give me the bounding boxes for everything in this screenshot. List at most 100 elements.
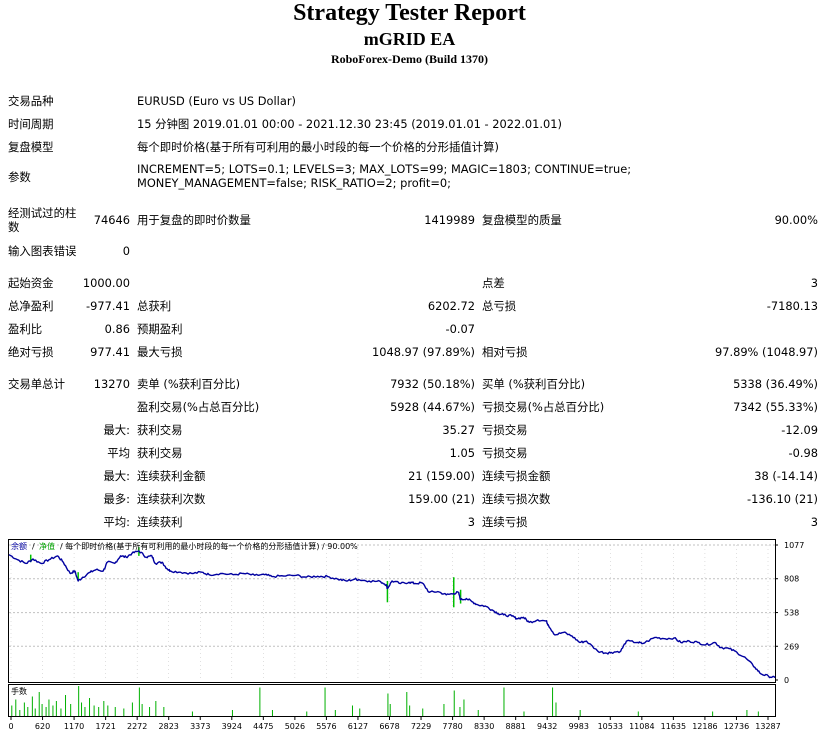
- volume-bar: [459, 707, 461, 716]
- ticks-value: 1419989: [424, 213, 475, 227]
- maximum-prefix: 最大:: [103, 469, 130, 483]
- x-tick-label: 5576: [316, 722, 336, 731]
- volume-bar: [163, 707, 165, 716]
- profit-factor-label: 盈利比: [8, 322, 43, 336]
- volume-bar: [98, 707, 100, 716]
- expected-payoff-label: 预期盈利: [137, 322, 183, 336]
- volume-bar: [406, 692, 408, 716]
- balance-line: [8, 550, 776, 679]
- volume-bar: [746, 710, 748, 716]
- volume-bar: [38, 692, 40, 716]
- y-tick-label: 808: [784, 575, 799, 584]
- volume-bar: [131, 702, 133, 716]
- volume-bar: [65, 695, 67, 716]
- legend-description: / 每个即时价格(基于所有可利用的最小时段的每一个价格的分形插值计算) / 90…: [60, 541, 358, 551]
- maximal-consec-profit-label: 连续获利次数: [137, 492, 206, 506]
- ea-name: mGRID EA: [363, 29, 456, 49]
- volume-bar: [463, 699, 465, 716]
- volume-bar: [757, 711, 759, 716]
- period-value: 15 分钟图 2019.01.01 00:00 - 2021.12.30 23:…: [137, 117, 562, 131]
- volume-bar: [70, 704, 72, 716]
- x-tick-label: 9432: [537, 722, 557, 731]
- max-drawdown-value: 1048.97 (97.89%): [371, 345, 475, 359]
- average-loss-label: 亏损交易: [482, 446, 528, 460]
- volume-bar: [55, 701, 57, 716]
- x-tick-label: 6678: [379, 722, 399, 731]
- volume-bar: [477, 710, 479, 716]
- volume-bar: [351, 705, 353, 716]
- volume-bar: [19, 710, 21, 716]
- x-tick-label: 12736: [724, 722, 749, 731]
- abs-drawdown-label: 绝对亏损: [8, 345, 54, 359]
- symbol-value: EURUSD (Euro vs US Dollar): [137, 94, 296, 108]
- volume-bar: [271, 710, 273, 716]
- gross-loss-value: -7180.13: [766, 299, 818, 313]
- volume-bar: [579, 710, 581, 716]
- volume-bar: [78, 686, 80, 716]
- x-tick-label: 2272: [127, 722, 147, 731]
- volume-bar: [359, 708, 361, 716]
- x-tick-label: 10533: [598, 722, 623, 731]
- net-profit-value: -977.41: [86, 299, 130, 313]
- volume-bar: [81, 702, 83, 716]
- volume-bar: [52, 705, 54, 716]
- volume-bar: [387, 693, 389, 716]
- broker-build: RoboForex-Demo (Build 1370): [330, 52, 489, 66]
- volume-bar: [31, 696, 33, 716]
- profit-trades-value: 5928 (44.67%): [390, 400, 475, 414]
- short-positions-label: 卖单 (%获利百分比): [137, 377, 241, 391]
- spread-label: 点差: [482, 276, 505, 290]
- y-tick-label: 538: [784, 609, 799, 618]
- avg-consec-wins-label: 连续获利: [137, 515, 183, 529]
- volume-bar: [503, 687, 505, 716]
- largest-profit-label: 获利交易: [137, 423, 183, 437]
- volume-bar: [60, 708, 62, 716]
- volume-bar: [107, 705, 109, 716]
- volume-bar: [555, 702, 557, 716]
- bars-value: 74646: [93, 213, 130, 227]
- volume-bar: [23, 702, 25, 716]
- x-tick-label: 8881: [505, 722, 525, 731]
- x-tick-label: 7780: [442, 722, 462, 731]
- average-loss-value: -0.98: [788, 446, 818, 460]
- rel-drawdown-label: 相对亏损: [482, 345, 528, 359]
- avg-prefix: 平均:: [103, 515, 130, 529]
- loss-trades-value: 7342 (55.33%): [733, 400, 818, 414]
- params-label: 参数: [8, 170, 31, 184]
- rel-drawdown-value: 97.89% (1048.97): [714, 345, 818, 359]
- volume-bar: [523, 711, 525, 716]
- x-tick-label: 9983: [569, 722, 589, 731]
- short-positions-value: 7932 (50.18%): [390, 377, 475, 391]
- x-tick-label: 5026: [285, 722, 305, 731]
- volume-bar: [15, 699, 17, 716]
- volume-bar: [84, 707, 86, 716]
- volume-bar: [114, 707, 116, 716]
- volume-bar: [45, 707, 47, 716]
- x-tick-label: 0: [8, 722, 13, 731]
- avg-consec-losses-value: 3: [810, 515, 818, 529]
- x-tick-label: 3373: [190, 722, 210, 731]
- average-prefix: 平均: [107, 446, 130, 460]
- largest-prefix: 最大:: [103, 423, 130, 437]
- volume-bar: [191, 711, 193, 716]
- long-positions-label: 买单 (%获利百分比): [482, 377, 586, 391]
- maximal-consec-loss-value: -136.10 (21): [747, 492, 818, 506]
- average-profit-value: 1.05: [449, 446, 475, 460]
- expected-payoff-value: -0.07: [445, 322, 475, 336]
- volume-bar: [637, 711, 639, 716]
- volume-bar: [48, 699, 50, 716]
- chart-plot-frame: [8, 539, 776, 683]
- max-consec-losses-label: 连续亏损金额: [482, 469, 551, 483]
- volume-bar: [389, 704, 391, 716]
- volume-bar: [123, 708, 125, 716]
- total-trades-value: 13270: [93, 377, 130, 391]
- volume-bar: [34, 708, 36, 716]
- bars-label: 经测试过的柱数: [8, 206, 77, 234]
- avg-consec-losses-label: 连续亏损: [482, 515, 528, 529]
- loss-trades-label: 亏损交易(%占总百分比): [482, 400, 605, 414]
- volume-bar: [306, 711, 308, 716]
- max-consec-losses-value: 38 (-14.14): [754, 469, 818, 483]
- volume-bar: [155, 701, 157, 716]
- total-trades-label: 交易单总计: [8, 377, 65, 391]
- model-label: 复盘模型: [8, 140, 54, 154]
